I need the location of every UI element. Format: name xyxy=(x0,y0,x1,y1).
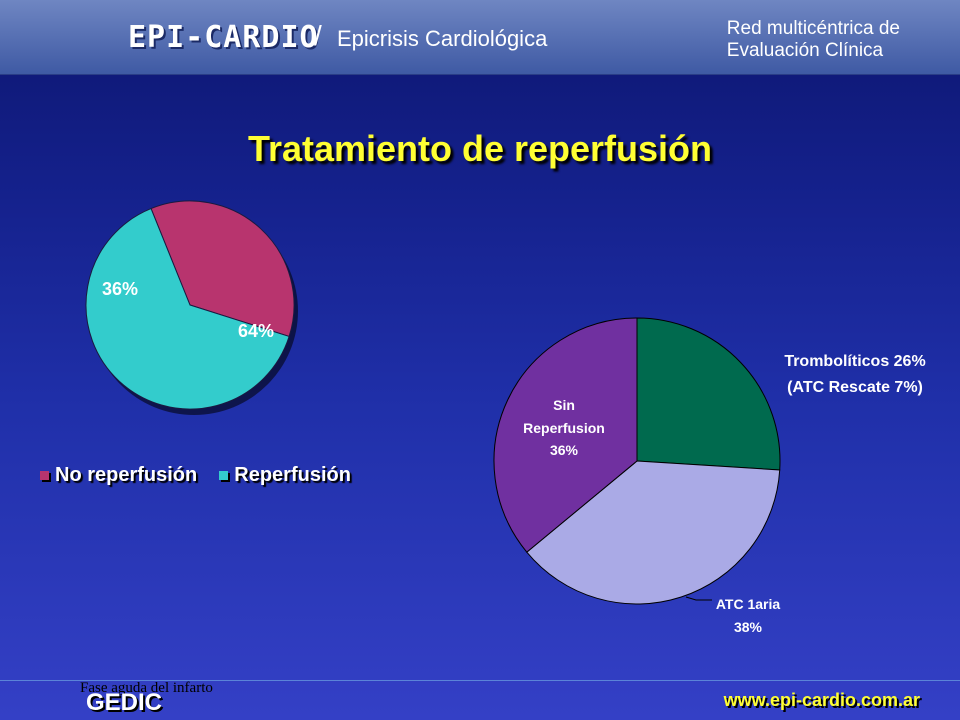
pie2-label-atc-1: ATC 1aria xyxy=(716,596,781,612)
network-label: Red multicéntrica de Evaluación Clínica xyxy=(727,18,900,62)
footer-divider xyxy=(0,680,960,681)
pie2-slice-sin-reperfusion xyxy=(493,317,638,553)
pie2-slice-atc-1aria xyxy=(526,460,781,605)
pie2-label-trombolitico-1: Trombolíticos 26% xyxy=(784,353,925,370)
legend-swatch-reperfusion xyxy=(219,471,229,480)
pie2-label-sin-3: 36% xyxy=(550,442,579,458)
pie2-leader-atc xyxy=(685,596,712,601)
pie1-slice-reperfusion xyxy=(85,207,290,410)
legend-label-reperfusion: Reperfusión xyxy=(234,464,351,486)
brand-separator: / xyxy=(314,20,322,51)
legend-item-reperfusion: Reperfusión xyxy=(219,464,351,487)
legend-label-no-reperfusion: No reperfusión xyxy=(55,464,198,486)
pie2-label-sin-2: Reperfusion xyxy=(523,420,605,436)
footer-note: Fase aguda del infarto xyxy=(80,680,213,696)
legend-item-no-reperfusion: No reperfusión xyxy=(40,464,197,487)
pie-chart-reperfusion: 36% 64% xyxy=(85,200,298,415)
pie2-label-trombolitico-2: (ATC Rescate 7%) xyxy=(787,379,923,396)
legend-swatch-no-reperfusion xyxy=(40,471,49,480)
pie2-slice-trombolitico xyxy=(636,317,781,471)
pie2-label-sin-1: Sin xyxy=(553,397,575,413)
brand-logo: EPI-CARDIO xyxy=(128,20,319,55)
pie-chart-treatment-type: Trombolíticos 26% (ATC Rescate 7%) ATC 1ar… xyxy=(493,317,926,635)
header-banner: EPI-CARDIO / Epicrisis Cardiológica Red … xyxy=(0,0,960,75)
pie2-label-atc-2: 38% xyxy=(734,619,763,635)
slide-title: Tratamiento de reperfusión xyxy=(247,128,713,169)
gedic-logo: GEDIC xyxy=(86,689,163,716)
network-line-2: Evaluación Clínica xyxy=(726,40,884,61)
pie1-label-reperfusion: 64% xyxy=(238,321,274,341)
network-line-1: Red multicéntrica de xyxy=(726,18,900,39)
website-link[interactable]: www.epi-cardio.com.ar xyxy=(723,690,920,710)
pie1-slice-no-reperfusion xyxy=(150,200,295,338)
legend: No reperfusión Reperfusión xyxy=(40,464,351,487)
pie1-label-no-reperfusion: 36% xyxy=(102,279,138,299)
brand-subtitle: Epicrisis Cardiológica xyxy=(337,26,548,51)
